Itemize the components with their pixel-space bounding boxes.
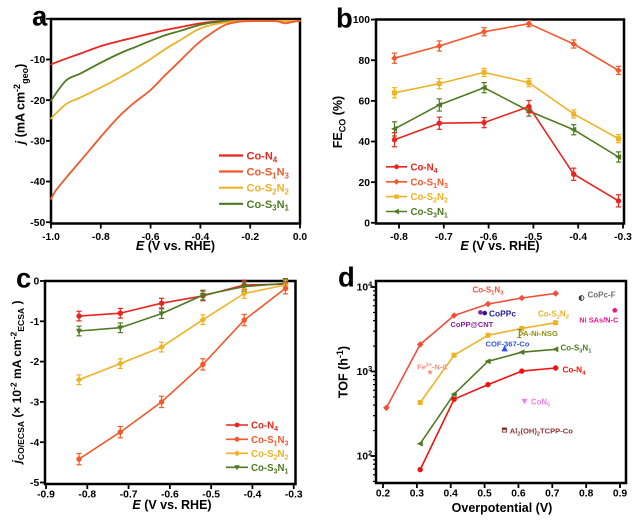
svg-text:-0.6: -0.6 (142, 232, 160, 243)
svg-text:Co-N4: Co-N4 (247, 151, 278, 165)
svg-text:60: 60 (359, 96, 371, 107)
svg-text:Co-S3N1: Co-S3N1 (251, 463, 289, 476)
svg-text:0.9: 0.9 (613, 488, 628, 499)
svg-text:-1: -1 (30, 317, 39, 328)
svg-text:CoPP@CNT: CoPP@CNT (451, 320, 494, 329)
svg-text:Al2(OH)2TCPP-Co: Al2(OH)2TCPP-Co (510, 426, 573, 437)
svg-text:Co-N4: Co-N4 (251, 421, 278, 434)
svg-text:0.6: 0.6 (511, 488, 526, 499)
svg-text:E (V vs. RHE): E (V vs. RHE) (136, 239, 215, 253)
svg-text:0: 0 (39, 14, 45, 25)
svg-text:0.7: 0.7 (545, 488, 560, 499)
svg-text:-5: -5 (30, 478, 39, 489)
svg-text:c: c (16, 263, 31, 294)
svg-text:Co-S1N3: Co-S1N3 (411, 177, 449, 190)
svg-text:Co-S2N2: Co-S2N2 (538, 310, 569, 321)
svg-text:0: 0 (33, 277, 39, 288)
svg-text:Co-S3N1: Co-S3N1 (561, 344, 593, 355)
svg-text:-50: -50 (30, 218, 45, 229)
svg-text:0.2: 0.2 (376, 488, 391, 499)
svg-text:-0.5: -0.5 (202, 490, 220, 501)
svg-text:0.3: 0.3 (410, 488, 425, 499)
svg-text:Co-N4: Co-N4 (563, 366, 587, 377)
svg-text:-40: -40 (30, 177, 45, 188)
svg-text:-0.6: -0.6 (161, 490, 179, 501)
svg-text:104: 104 (357, 280, 373, 294)
svg-text:80: 80 (359, 56, 371, 67)
svg-text:TOF (h-1): TOF (h-1) (335, 346, 351, 398)
svg-text:-2: -2 (30, 357, 39, 368)
svg-text:-20: -20 (30, 96, 45, 107)
svg-text:CoPPc: CoPPc (489, 308, 516, 318)
svg-text:-0.2: -0.2 (241, 232, 259, 243)
svg-text:FECO (%): FECO (%) (331, 96, 347, 148)
svg-text:0.0: 0.0 (293, 232, 308, 243)
svg-text:Co-S2N2: Co-S2N2 (411, 192, 449, 205)
svg-text:Co-S3N1: Co-S3N1 (247, 199, 290, 213)
svg-text:-3: -3 (30, 398, 39, 409)
svg-text:-10: -10 (30, 55, 45, 66)
svg-text:-0.9: -0.9 (37, 490, 55, 501)
svg-text:CoN5: CoN5 (531, 397, 550, 408)
svg-text:A-Ni-NSG: A-Ni-NSG (523, 329, 558, 338)
svg-text:-0.8: -0.8 (92, 232, 110, 243)
svg-text:-0.3: -0.3 (285, 490, 303, 501)
svg-text:-30: -30 (30, 136, 45, 147)
svg-text:-0.4: -0.4 (244, 490, 262, 501)
svg-text:20: 20 (359, 178, 371, 189)
svg-text:E (V vs. RHE): E (V vs. RHE) (460, 239, 539, 253)
svg-text:Co-S1N3: Co-S1N3 (251, 435, 289, 448)
svg-text:-1.0: -1.0 (42, 232, 60, 243)
svg-text:CoPc-F: CoPc-F (588, 290, 616, 299)
svg-text:Co-S2N2: Co-S2N2 (251, 449, 289, 462)
svg-text:Co-S1N3: Co-S1N3 (247, 167, 290, 181)
svg-text:0.4: 0.4 (444, 488, 459, 499)
svg-text:0.8: 0.8 (579, 488, 594, 499)
svg-text:Co-S3N1: Co-S3N1 (411, 207, 449, 220)
svg-text:-0.3: -0.3 (614, 232, 632, 243)
svg-text:-0.4: -0.4 (192, 232, 210, 243)
svg-text:-0.4: -0.4 (569, 232, 587, 243)
svg-text:j (mA cm-2geo): j (mA cm-2geo) (12, 64, 30, 147)
svg-text:-0.8: -0.8 (390, 232, 408, 243)
svg-text:-0.7: -0.7 (435, 232, 453, 243)
svg-text:0: 0 (364, 218, 370, 229)
svg-text:-0.6: -0.6 (480, 232, 498, 243)
svg-text:Overpotential (V): Overpotential (V) (452, 501, 553, 515)
svg-text:0.5: 0.5 (477, 488, 492, 499)
svg-text:jCO/ECSA (× 10-2 mA cm-2ECSA ): jCO/ECSA (× 10-2 mA cm-2ECSA ) (8, 301, 26, 466)
svg-text:Ni SAs/N-C: Ni SAs/N-C (579, 315, 619, 324)
svg-text:102: 102 (357, 449, 373, 463)
svg-text:Co-N4: Co-N4 (411, 162, 438, 175)
svg-text:Fe3+-N-C: Fe3+-N-C (417, 362, 448, 371)
svg-text:a: a (32, 1, 48, 32)
svg-text:COF-367-Co: COF-367-Co (486, 339, 530, 348)
svg-text:E (V vs. RHE): E (V vs. RHE) (132, 498, 211, 512)
svg-text:40: 40 (359, 137, 371, 148)
svg-text:-4: -4 (30, 438, 39, 449)
svg-text:100: 100 (353, 15, 370, 26)
svg-text:103: 103 (357, 364, 373, 378)
svg-text:d: d (338, 262, 355, 293)
svg-text:Co-S1N3: Co-S1N3 (473, 286, 505, 297)
svg-text:-0.7: -0.7 (120, 490, 138, 501)
svg-text:-0.5: -0.5 (525, 232, 543, 243)
svg-text:Co-S2N2: Co-S2N2 (247, 183, 290, 197)
svg-text:-0.8: -0.8 (78, 490, 96, 501)
svg-text:b: b (336, 3, 353, 34)
